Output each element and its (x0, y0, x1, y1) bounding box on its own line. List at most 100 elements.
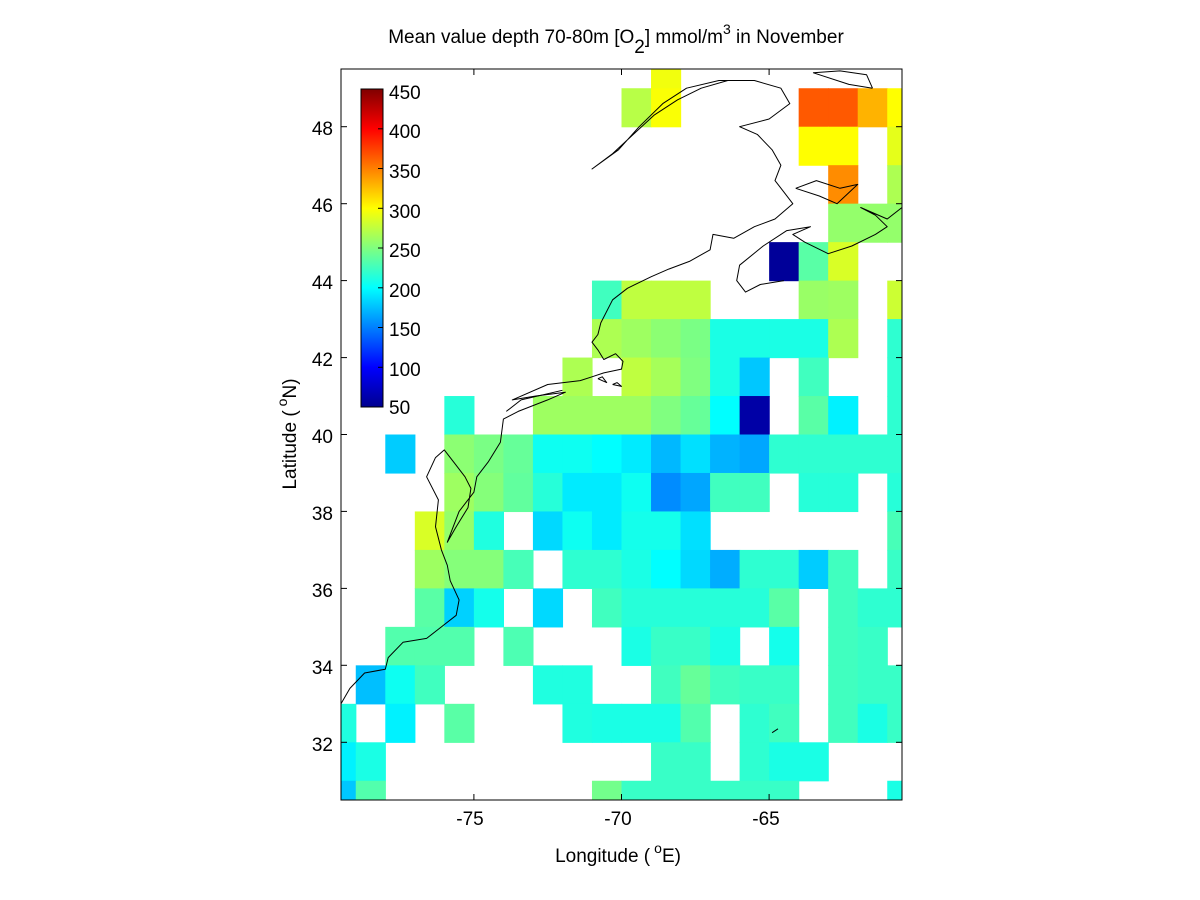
data-cell (769, 626, 800, 666)
data-cell (341, 780, 357, 800)
data-cell (621, 280, 652, 320)
data-cell (887, 88, 902, 128)
data-cell (591, 396, 623, 436)
data-cell (414, 588, 445, 628)
data-cell (444, 472, 475, 513)
data-cell (651, 69, 682, 89)
data-cell (532, 434, 564, 474)
colorbar-tick-label: 50 (389, 398, 410, 419)
data-cell (798, 742, 829, 782)
data-cell (591, 472, 623, 513)
data-cell (651, 549, 682, 589)
data-cell (769, 588, 800, 628)
data-cell (828, 703, 859, 743)
data-cell (591, 549, 623, 589)
data-cell (414, 626, 445, 666)
data-cell (828, 242, 859, 282)
data-cell (739, 588, 770, 628)
data-cell (887, 511, 902, 551)
data-cell (828, 319, 859, 359)
data-cell (680, 511, 711, 551)
data-cell (828, 396, 859, 436)
data-cell (385, 626, 416, 666)
y-tick-label: 38 (312, 504, 333, 525)
data-cell (710, 434, 741, 474)
data-cell (385, 703, 416, 743)
chart-title: Mean value depth 70-80m [O2] mmol/m3 in … (388, 21, 844, 58)
data-cell (621, 703, 652, 743)
data-cell (473, 434, 504, 474)
y-tick-label: 48 (312, 119, 333, 140)
axis-ticks (341, 69, 902, 800)
data-cell (680, 626, 711, 666)
data-cell (857, 665, 888, 705)
data-cell (414, 665, 445, 705)
coastline-segment (505, 389, 563, 412)
data-cell (887, 319, 902, 359)
data-cell (651, 357, 682, 397)
data-cell (887, 588, 902, 628)
data-cell (473, 549, 504, 589)
data-cell (828, 203, 859, 243)
data-cell (828, 549, 859, 589)
data-cell (473, 511, 504, 551)
data-cell (769, 665, 800, 705)
data-cell (680, 357, 711, 397)
colorbar-tick-label: 350 (389, 162, 421, 183)
data-cell (591, 434, 623, 474)
data-cell (473, 588, 504, 628)
data-cell (651, 742, 682, 782)
data-cell (887, 434, 902, 474)
coastline-segment (812, 70, 873, 89)
data-cell (857, 703, 888, 743)
data-cell (621, 511, 652, 551)
coastline-segment (736, 207, 902, 293)
colorbar-tick-label: 450 (389, 83, 421, 104)
data-cell (739, 780, 770, 800)
data-cell (798, 126, 829, 166)
data-cell (621, 626, 652, 666)
y-tick-label: 42 (312, 350, 333, 371)
data-cell (562, 549, 593, 589)
data-cell (769, 703, 800, 743)
plot-area (341, 69, 902, 800)
data-cell (591, 780, 623, 800)
data-cell (651, 665, 682, 705)
data-cell (680, 665, 711, 705)
y-tick-label: 40 (312, 427, 333, 448)
x-tick-label: -70 (604, 809, 631, 830)
data-cell (532, 472, 564, 513)
data-cell (710, 396, 741, 436)
data-cell (887, 665, 902, 705)
data-cell (621, 319, 652, 359)
data-cell (798, 280, 829, 320)
data-cell (887, 126, 902, 166)
data-cell (680, 780, 711, 800)
data-cell (680, 472, 711, 513)
data-cell (651, 396, 682, 436)
data-cell (651, 472, 682, 513)
data-cell (444, 511, 475, 551)
data-cell (680, 588, 711, 628)
colorbar-tick-label: 250 (389, 241, 421, 262)
colorbar-tick-label: 100 (389, 360, 421, 381)
data-cell (857, 434, 888, 474)
data-cell (591, 511, 623, 551)
colorbar-ticks (378, 88, 383, 408)
data-cell (532, 396, 564, 436)
data-cell (591, 280, 623, 320)
y-tick-label: 32 (312, 735, 333, 756)
data-cell (680, 434, 711, 474)
data-cell (798, 396, 829, 436)
data-cells-layer (341, 69, 902, 800)
data-cell (621, 396, 652, 436)
data-cell (503, 434, 534, 474)
coastline-segment (771, 728, 779, 734)
data-cell (651, 703, 682, 743)
data-cell (887, 549, 902, 589)
data-cell (828, 472, 859, 513)
data-cell (355, 780, 386, 800)
data-cell (341, 703, 357, 743)
data-cell (651, 780, 682, 800)
x-axis-label: Longitude (oE) (555, 840, 681, 867)
